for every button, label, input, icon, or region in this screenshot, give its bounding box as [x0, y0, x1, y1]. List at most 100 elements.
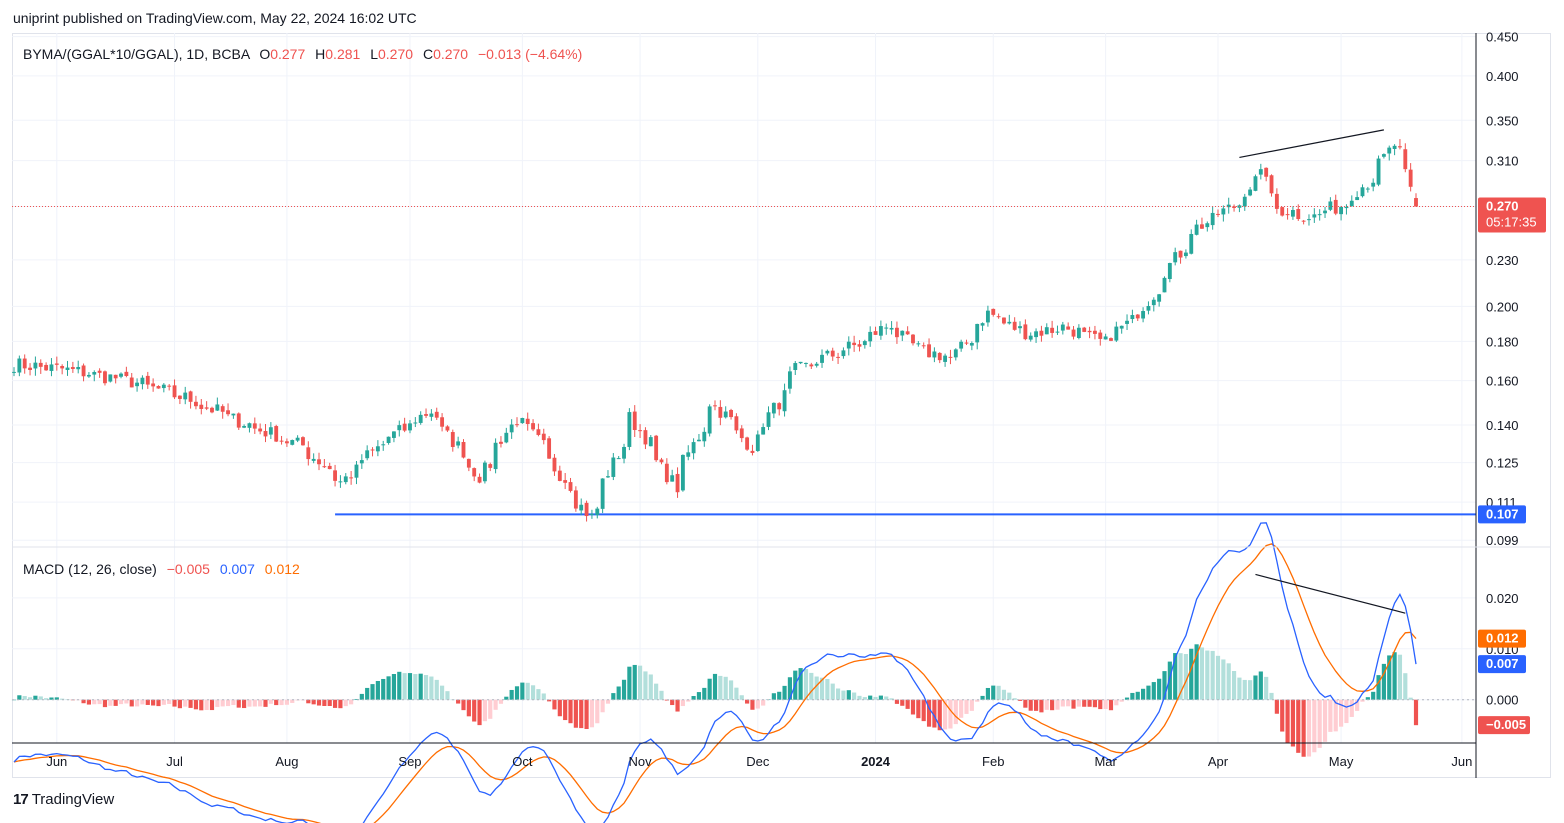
macd-histogram-bar [563, 699, 568, 721]
candle-body [969, 343, 974, 346]
macd-histogram-bar [637, 665, 643, 700]
candle-body [825, 350, 830, 354]
candle-body [515, 424, 519, 426]
candle-body [654, 435, 659, 461]
macd-histogram-bar [343, 699, 348, 707]
price-tick-label: 0.125 [1486, 456, 1519, 471]
price-tick-label: 0.230 [1486, 253, 1519, 268]
macd-histogram-bar [1296, 699, 1301, 753]
macd-histogram-bar [1290, 699, 1296, 747]
candle-body [579, 504, 584, 511]
candle-body [456, 441, 461, 446]
macd-histogram-bar [1162, 671, 1167, 700]
macd-histogram [11, 644, 1476, 757]
macd-histogram-bar [349, 699, 354, 705]
macd-histogram-bar [654, 683, 659, 700]
candle-body [547, 438, 552, 459]
macd-histogram-bar [1071, 699, 1076, 709]
candle-body [1200, 224, 1204, 229]
candle-body [274, 426, 279, 442]
macd-histogram-bar [873, 696, 878, 700]
candle-body [862, 341, 867, 346]
tradingview-brand: TradingView [31, 791, 115, 808]
macd-histogram-bar [1173, 653, 1178, 700]
macd-histogram-bar [621, 679, 627, 700]
macd-histogram-bar [134, 699, 140, 707]
candle-body [884, 327, 889, 329]
low-value: 0.270 [378, 46, 413, 62]
macd-tick-label: 0.020 [1486, 591, 1519, 606]
macd-histogram-bar [504, 696, 509, 700]
macd-histogram-bar [547, 699, 552, 702]
macd-histogram-bar [102, 699, 108, 708]
macd-histogram-bar [723, 676, 728, 700]
candle-body [509, 424, 514, 433]
candle-body [873, 331, 878, 335]
macd-histogram-bar [204, 699, 209, 711]
candle-body [868, 331, 873, 342]
macd-histogram-bar [1360, 699, 1365, 702]
macd-trendline-segment[interactable] [1255, 573, 1406, 614]
candle-body [354, 464, 359, 478]
macd-histogram-bar [750, 699, 755, 710]
candle-body [980, 323, 985, 326]
candle-body [359, 460, 364, 464]
candle-body [536, 429, 541, 435]
candle-body [349, 477, 354, 479]
macd-histogram-bar [1408, 697, 1413, 700]
candle-body [1387, 147, 1392, 154]
macd-histogram-bar [787, 677, 793, 700]
candle-body [916, 343, 921, 345]
candle-body [258, 428, 263, 432]
macd-histogram-bar [868, 695, 873, 700]
macd-histogram-bar [1060, 699, 1065, 707]
macd-histogram-bar [1050, 699, 1055, 711]
macd-histogram-bar [1017, 699, 1023, 701]
candle-body [145, 375, 150, 385]
macd-histogram-bar [1028, 699, 1033, 711]
candle-body [964, 342, 969, 344]
macd-histogram-bar [129, 699, 134, 707]
candle-body [1296, 209, 1301, 220]
candle-body [252, 423, 257, 429]
low-label: L [370, 46, 378, 62]
macd-histogram-bar [402, 673, 407, 700]
candle-body [413, 422, 418, 424]
macd-histogram-bar [440, 685, 445, 700]
candle-body [739, 428, 744, 439]
macd-histogram-bar [311, 699, 316, 705]
macd-histogram-bar [1012, 698, 1017, 700]
candle-body [563, 480, 568, 483]
candle-body [290, 440, 295, 445]
macd-histogram-bar [643, 671, 648, 700]
macd-histogram-bar [1108, 699, 1114, 711]
candle-body [622, 446, 626, 459]
candle-body [247, 423, 252, 428]
candle-body [729, 409, 733, 418]
macd-histogram-bar [691, 696, 696, 700]
macd-histogram-bar [830, 683, 835, 700]
macd-line-tag: 0.007 [1478, 655, 1526, 674]
tradingview-footer[interactable]: 17 TradingView [13, 791, 114, 808]
candle-body [434, 411, 439, 418]
macd-histogram-bar [215, 699, 220, 707]
candle-body [1280, 207, 1285, 216]
candle-body [1194, 224, 1199, 235]
macd-histogram-bar [488, 699, 493, 719]
candle-body [488, 464, 493, 468]
macd-histogram-bar [1317, 699, 1322, 748]
macd-histogram-bar [1285, 699, 1290, 743]
candle-body [664, 463, 669, 483]
price-trendline-segment[interactable] [1239, 129, 1385, 158]
macd-histogram-bar [1087, 699, 1092, 707]
macd-histogram-bar [498, 699, 504, 704]
candle-body [333, 470, 337, 481]
y-axis-labels: 0.450 0.400 0.350 0.310 0.270 0.230 0.200 0.180… [1486, 30, 1519, 708]
macd-histogram-bar [1033, 699, 1039, 711]
candle-body [1285, 214, 1290, 216]
macd-histogram-bar [718, 675, 723, 700]
candle-body [937, 352, 942, 361]
candle-body [638, 430, 643, 432]
candle-body [76, 366, 81, 370]
